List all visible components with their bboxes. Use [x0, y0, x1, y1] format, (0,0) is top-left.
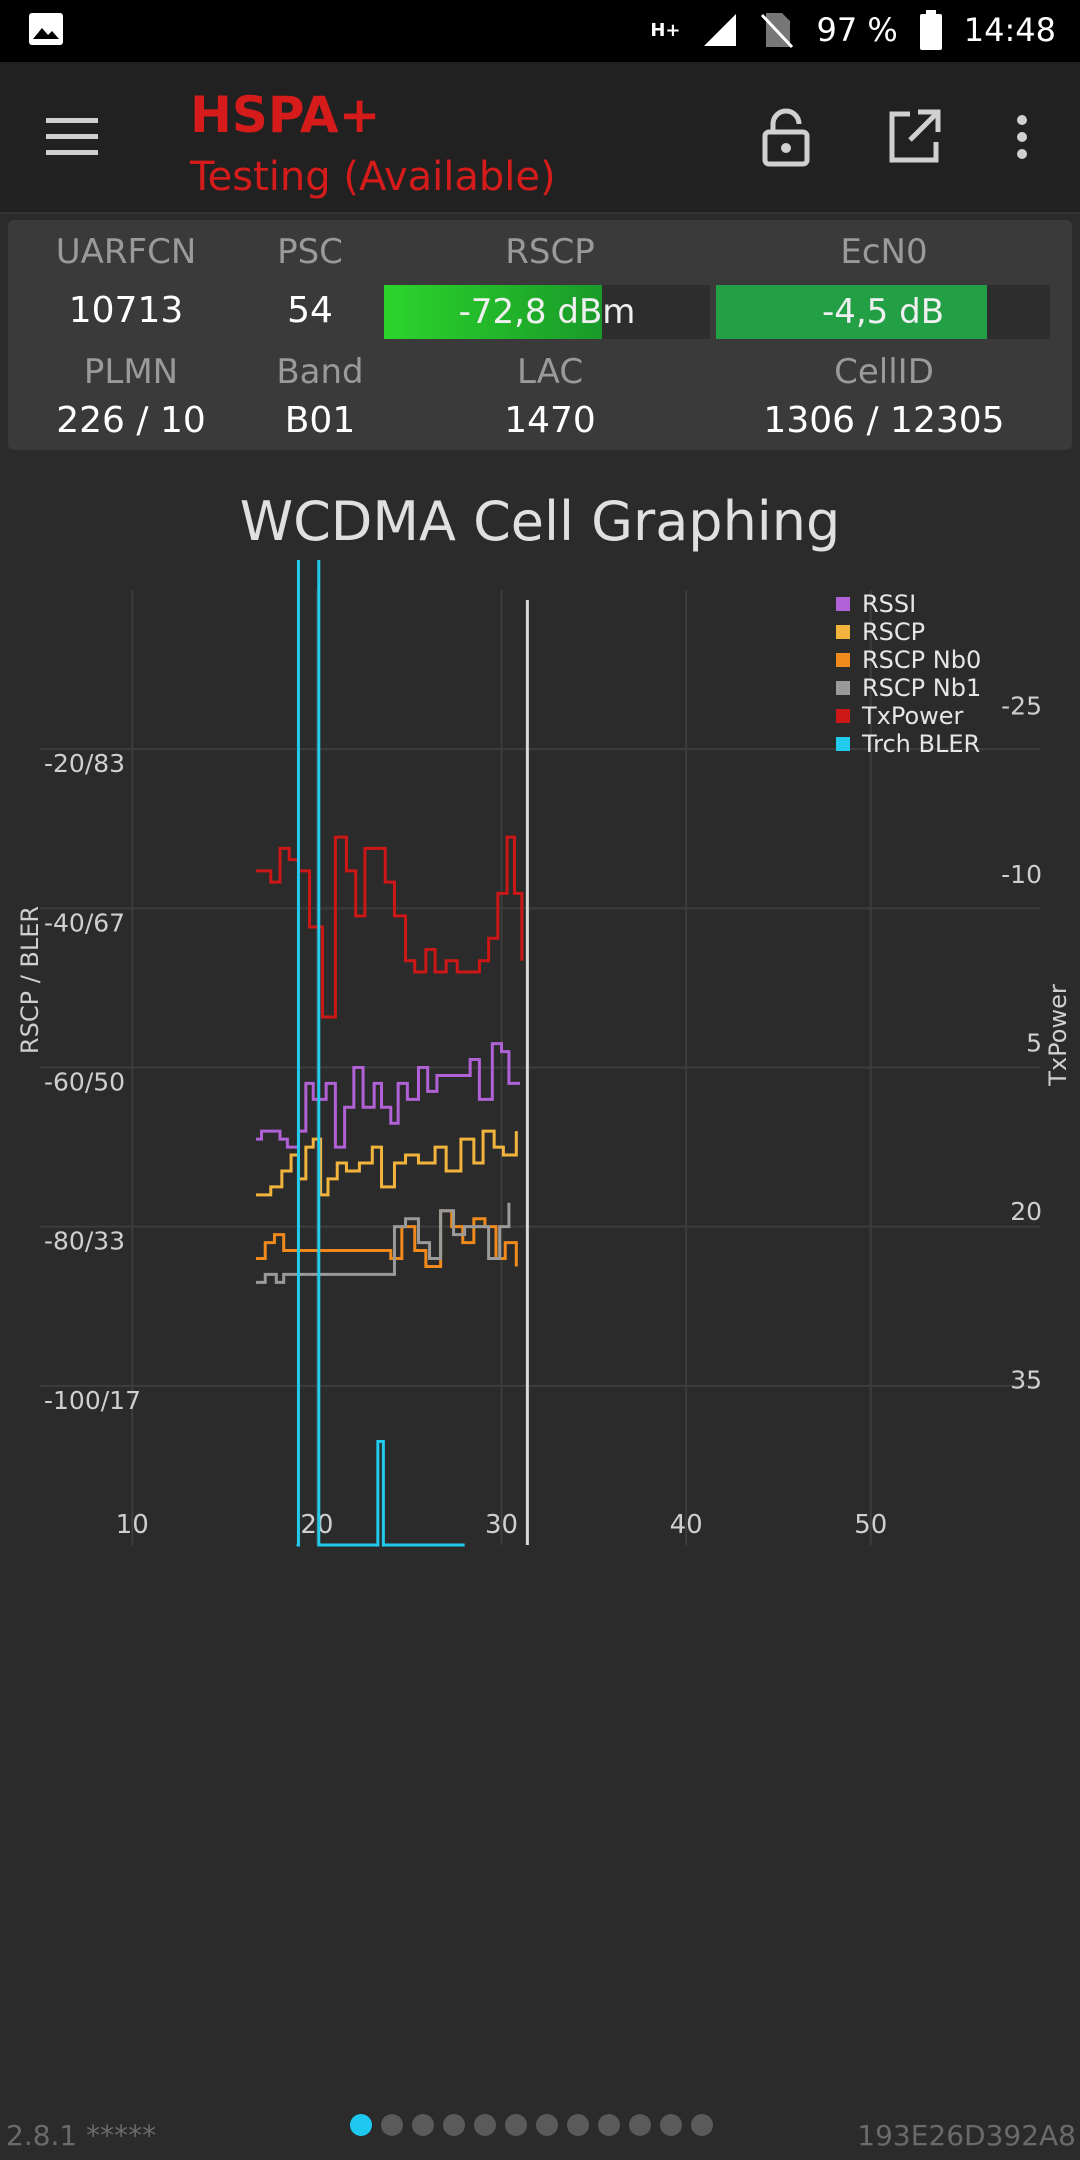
series-txpower	[256, 835, 524, 1019]
status-subtitle: Testing (Available)	[190, 154, 556, 200]
app-version: 2.8.1 *****	[6, 2119, 157, 2152]
y2-axis-label: TxPower	[1044, 984, 1072, 1087]
y-tick-label: -100/17	[44, 1386, 141, 1415]
open-external-icon[interactable]	[884, 106, 944, 168]
page-dot[interactable]	[660, 2114, 682, 2136]
plmn-label: PLMN	[83, 352, 179, 392]
lac-label: LAC	[516, 352, 584, 392]
more-vert-icon[interactable]	[1000, 106, 1044, 168]
clock: 14:48	[963, 11, 1056, 49]
page-dot[interactable]	[505, 2114, 527, 2136]
lac-value: 1470	[504, 400, 596, 441]
y2-tick-label: 5	[1026, 1028, 1042, 1057]
x-tick-label: 50	[854, 1510, 887, 1540]
menu-icon[interactable]	[46, 114, 98, 160]
y-axis-label: RSCP / BLER	[16, 906, 44, 1054]
legend-item: RSCP Nb0	[836, 646, 981, 674]
page-indicator[interactable]	[350, 2114, 713, 2136]
page-dot[interactable]	[350, 2114, 372, 2136]
uarfcn-value: 10713	[68, 290, 184, 331]
legend-label: RSCP	[862, 618, 926, 646]
y2-tick-label: 20	[1010, 1197, 1042, 1226]
legend-label: RSSI	[862, 590, 917, 618]
band-value: B01	[284, 400, 356, 441]
series-rscp-nb1	[256, 1202, 511, 1284]
status-bar: H+ 97 % 14:48	[0, 0, 1080, 62]
uarfcn-label: UARFCN	[55, 232, 197, 272]
legend-item: TxPower	[836, 702, 981, 730]
legend-item: Trch BLER	[836, 730, 981, 758]
page-dot[interactable]	[691, 2114, 713, 2136]
legend-swatch	[836, 653, 850, 667]
rscp-meter-fill	[384, 285, 603, 339]
psc-label: PSC	[277, 232, 343, 272]
page-dot[interactable]	[567, 2114, 589, 2136]
cellid-label: CellID	[834, 352, 934, 392]
psc-value: 54	[287, 290, 333, 331]
network-technology-title: HSPA+	[190, 86, 381, 144]
legend-item: RSCP	[836, 618, 981, 646]
rscp-value: -72,8 dBm	[458, 292, 636, 332]
battery-percent: 97 %	[816, 11, 898, 49]
series-rscp	[256, 1129, 518, 1197]
plmn-value: 226 / 10	[56, 400, 206, 441]
y-tick-label: -40/67	[44, 908, 125, 937]
graph-title: WCDMA Cell Graphing	[239, 490, 841, 553]
battery-icon	[919, 10, 942, 50]
legend-swatch	[836, 597, 850, 611]
page-dot[interactable]	[598, 2114, 620, 2136]
legend-item: RSCP Nb1	[836, 674, 981, 702]
y2-tick-label: -10	[1001, 860, 1042, 889]
ecn0-value: -4,5 dB	[821, 292, 945, 332]
y-tick-label: -60/50	[44, 1068, 125, 1097]
chart-legend: RSSI RSCP RSCP Nb0 RSCP Nb1 TxPower Trch BLER	[836, 590, 981, 758]
signal-icon	[704, 14, 737, 46]
cellid-value: 1306 / 12305	[763, 400, 1005, 441]
x-tick-label: 10	[116, 1510, 149, 1540]
legend-label: RSCP Nb1	[862, 674, 982, 702]
y-tick-label: -20/83	[44, 749, 125, 778]
legend-item: RSSI	[836, 590, 981, 618]
rscp-meter: -72,8 dBm	[384, 285, 710, 339]
app-bar: HSPA+ Testing (Available)	[0, 62, 1080, 214]
lock-icon[interactable]	[756, 106, 816, 168]
ecn0-meter: -4,5 dB	[716, 285, 1050, 339]
title-block: HSPA+ Testing (Available)	[190, 80, 556, 204]
legend-swatch	[836, 625, 850, 639]
network-type-icon: H+	[650, 19, 681, 41]
gallery-icon	[29, 13, 63, 45]
ecn0-meter-fill	[716, 285, 987, 339]
ecn0-label: EcN0	[840, 232, 928, 272]
y-tick-label: -80/33	[44, 1227, 125, 1256]
legend-label: Trch BLER	[862, 730, 981, 758]
x-tick-label: 20	[300, 1510, 333, 1540]
cell-info-card: UARFCN PSC RSCP EcN0 10713 54 -72,8 dBm …	[8, 220, 1072, 450]
x-tick-label: 30	[485, 1510, 518, 1540]
page-dot[interactable]	[536, 2114, 558, 2136]
band-label: Band	[276, 352, 364, 392]
page-dot[interactable]	[412, 2114, 434, 2136]
y2-tick-label: 35	[1010, 1365, 1042, 1394]
y2-tick-label: -25	[1001, 691, 1042, 720]
device-id: 193E26D392A8	[857, 2119, 1076, 2152]
legend-swatch	[836, 709, 850, 723]
series-rssi	[256, 1042, 520, 1149]
no-sim-icon	[761, 13, 794, 49]
series-rscp-nb0	[256, 1209, 518, 1268]
wcdma-cell-chart[interactable]: 10 20 30 40 50 -20/83 -40/67 -60/50 -80/33 -100/1…	[0, 560, 1080, 1560]
legend-label: RSCP Nb0	[862, 646, 982, 674]
series-trch-bler	[296, 560, 465, 1547]
x-tick-label: 40	[670, 1510, 703, 1540]
page-dot[interactable]	[381, 2114, 403, 2136]
page-dot[interactable]	[443, 2114, 465, 2136]
legend-label: TxPower	[862, 702, 964, 730]
page-dot[interactable]	[474, 2114, 496, 2136]
legend-swatch	[836, 681, 850, 695]
page-dot[interactable]	[629, 2114, 651, 2136]
legend-swatch	[836, 737, 850, 751]
rscp-label: RSCP	[505, 232, 595, 272]
